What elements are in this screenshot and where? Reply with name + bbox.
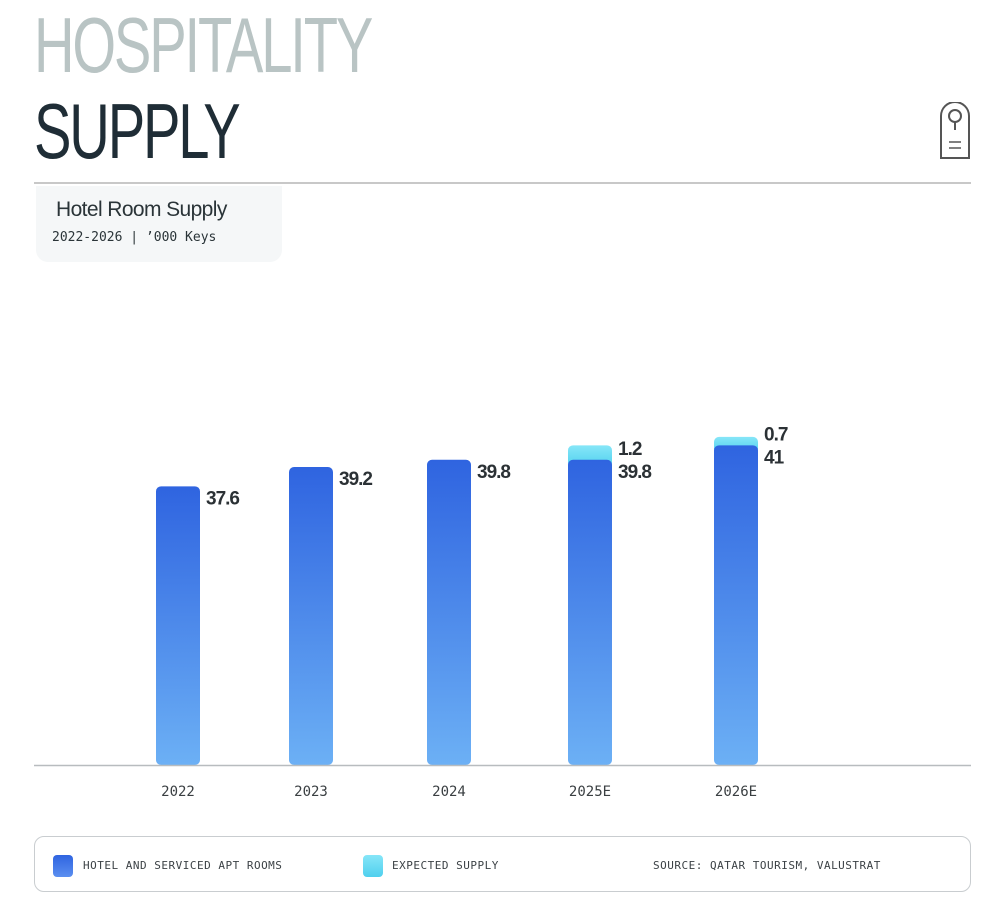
title-line-1: HOSPITALITY [34,1,373,89]
chart-title: Hotel Room Supply [56,198,227,221]
data-label-expected-2026E: 0.7 [764,424,788,445]
x-tick-2024: 2024 [432,784,466,800]
x-tick-2023: 2023 [294,784,328,800]
data-label-hotel-2022: 37.6 [206,488,239,509]
legend: HOTEL AND SERVICED APT ROOMS EXPECTED SU… [34,836,971,892]
data-label-hotel-2024: 39.8 [477,462,510,483]
bar-hotel-2025E [568,459,612,765]
data-label-expected-2025E: 1.2 [618,439,642,460]
title-line-2: SUPPLY [34,87,241,175]
subtitle-card: Hotel Room Supply 2022-2026 | ’000 Keys [36,186,282,262]
legend-swatch-expected [363,855,383,877]
chart-meta: 2022-2026 | ’000 Keys [52,230,217,245]
legend-swatch-hotel [53,855,73,877]
source-note: SOURCE: QATAR TOURISM, VALUSTRAT [653,859,881,872]
data-label-hotel-2026E: 41 [764,447,785,468]
data-label-hotel-2023: 39.2 [339,469,372,490]
data-label-hotel-2025E: 39.8 [618,462,651,483]
legend-label-hotel: HOTEL AND SERVICED APT ROOMS [83,859,283,872]
bar-hotel-2023 [289,467,333,765]
legend-label-expected: EXPECTED SUPPLY [392,859,499,872]
bar-hotel-2022 [156,486,200,765]
bar-hotel-2024 [427,459,471,765]
bar-hotel-2026E [714,445,758,765]
door-hanger-icon [940,102,970,159]
header-divider [34,182,971,184]
x-tick-2022: 2022 [161,784,195,800]
x-tick-2026E: 2026E [715,784,757,800]
x-tick-2025E: 2025E [569,784,611,800]
